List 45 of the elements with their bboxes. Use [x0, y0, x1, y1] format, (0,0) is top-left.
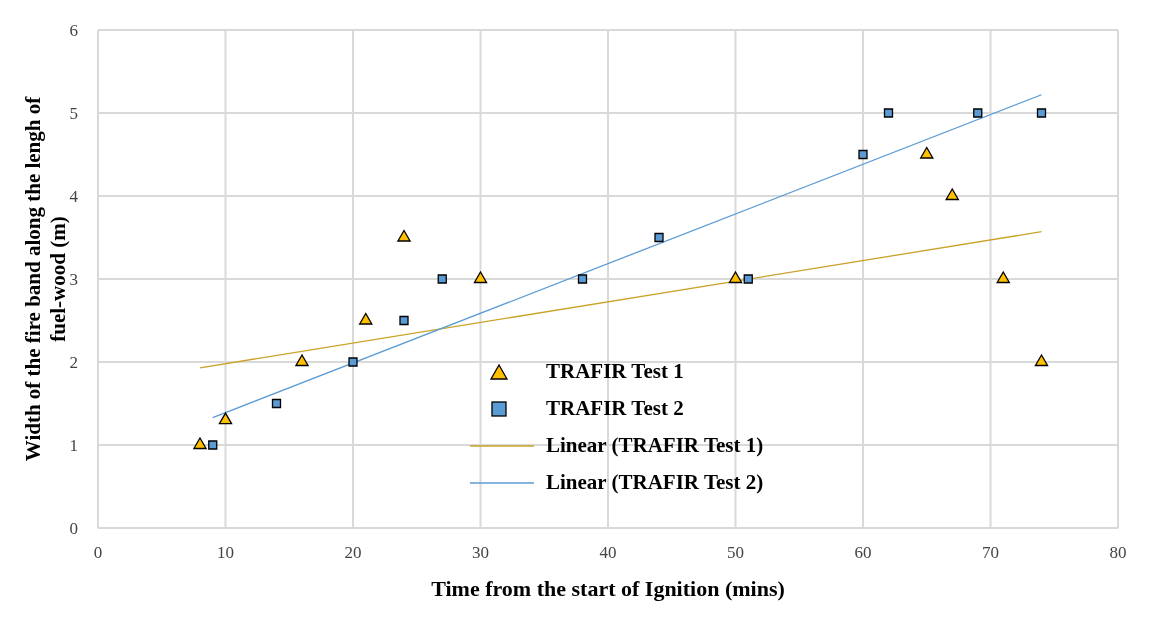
point [858, 149, 868, 160]
point [397, 229, 411, 242]
legend-label: TRAFIR Test 2 [546, 395, 684, 422]
point [883, 108, 894, 118]
point [654, 232, 664, 243]
y-axis-title: Width of the fire band along the lengh of fuel-wood (m) [21, 95, 70, 462]
x-tick-label: 40 [599, 543, 617, 563]
legend-label: Linear (TRAFIR Test 2) [546, 469, 764, 496]
point [743, 274, 753, 284]
point [218, 412, 233, 425]
y-tick-label: 1 [69, 436, 78, 456]
point [945, 188, 959, 201]
point [208, 440, 218, 450]
point [271, 398, 282, 409]
point [1034, 354, 1049, 367]
point [399, 315, 409, 326]
x-tick-label: 0 [93, 543, 103, 563]
y-tick-label: 3 [69, 270, 78, 290]
point [1036, 108, 1047, 118]
x-tick-label: 50 [727, 543, 744, 563]
y-tick-label: 5 [69, 104, 78, 124]
legend-label: Linear (TRAFIR Test 1) [546, 432, 764, 459]
point [348, 357, 358, 367]
point [437, 274, 447, 284]
point [577, 274, 588, 284]
x-tick-label: 70 [982, 543, 999, 563]
point [193, 437, 207, 450]
point [996, 271, 1010, 284]
point [359, 312, 373, 325]
point [295, 354, 309, 367]
y-tick-label: 4 [69, 187, 79, 207]
x-tick-label: 20 [344, 543, 362, 563]
y-tick-label: 2 [69, 353, 78, 373]
point [920, 146, 934, 159]
x-tick-label: 10 [217, 543, 234, 563]
legend-label: TRAFIR Test 1 [546, 358, 684, 385]
x-tick-label: 60 [854, 543, 872, 563]
point [973, 108, 983, 118]
y-tick-label: 0 [69, 519, 78, 539]
point [473, 271, 488, 284]
y-tick-label: 6 [69, 21, 78, 41]
x-tick-label: 30 [472, 543, 489, 563]
point [728, 271, 743, 284]
x-tick-label: 80 [1109, 543, 1127, 563]
x-axis-title: Time from the start of Ignition (mins) [431, 576, 785, 601]
